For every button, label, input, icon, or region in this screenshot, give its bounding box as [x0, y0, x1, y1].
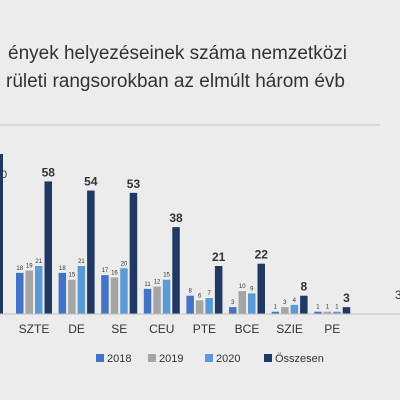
chart-title-line-1: ények helyezéseinek száma nemzetközi — [8, 43, 348, 64]
data-label-szie-2020: 4 — [293, 298, 297, 304]
x-tick-label-szie: SZIE — [276, 322, 303, 336]
data-label-bce-2020: 9 — [250, 286, 254, 292]
data-label-ceu-2018: 11 — [144, 282, 151, 288]
bar-pe-2018 — [314, 311, 322, 314]
bar-ceu-összesen — [172, 227, 180, 314]
legend-swatch-2018 — [96, 354, 104, 362]
bar-se-összesen — [129, 192, 138, 314]
x-tick-label-szte: SZTE — [19, 322, 50, 336]
data-label-se-összesen: 53 — [127, 177, 141, 191]
partial-bar-left-label: 0 — [1, 169, 7, 181]
data-label-szte-2019: 19 — [26, 264, 33, 270]
bar-de-2020 — [77, 266, 86, 314]
data-label-de-2019: 15 — [69, 273, 76, 279]
bar-szte-2019 — [25, 270, 33, 314]
data-label-de-2018: 18 — [59, 266, 66, 272]
chart-legend: 2018 2019 2020 Összesen — [96, 353, 324, 365]
bar-pte-összesen — [214, 266, 223, 314]
bar-bce-összesen — [257, 263, 265, 314]
data-label-ceu-2020: 15 — [163, 273, 170, 279]
data-label-szie-összesen: 8 — [301, 280, 308, 294]
data-label-pte-2018: 8 — [188, 289, 192, 295]
data-label-ceu-összesen: 38 — [169, 211, 183, 225]
legend-swatch-2020 — [205, 354, 213, 362]
bar-szie-összesen — [300, 295, 308, 314]
data-label-szie-2019: 3 — [283, 300, 287, 306]
data-label-pe-összesen: 3 — [343, 291, 350, 305]
data-label-se-2020: 20 — [121, 261, 128, 267]
data-label-pte-összesen: 21 — [212, 250, 226, 264]
data-label-de-2020: 21 — [78, 259, 85, 265]
bar-pte-2019 — [195, 300, 204, 314]
data-label-szte-2020: 21 — [35, 259, 42, 265]
bar-de-2018 — [58, 272, 67, 314]
legend-label-2018: 2018 — [107, 353, 131, 365]
legend-swatch-2019 — [148, 354, 156, 362]
bar-ceu-2018 — [143, 288, 152, 314]
x-tick-label-de: DE — [68, 322, 85, 336]
legend-label-2019: 2019 — [159, 353, 183, 365]
legend-label-összesen: Összesen — [275, 353, 324, 365]
bar-pe-2020 — [333, 311, 341, 314]
bar-bce-2020 — [248, 293, 256, 314]
data-label-se-2018: 17 — [102, 268, 109, 274]
data-label-pte-2020: 7 — [207, 291, 211, 297]
bar-se-2019 — [110, 277, 119, 314]
data-label-szie-2018: 1 — [274, 305, 278, 311]
data-label-bce-2019: 10 — [239, 284, 246, 290]
x-axis-labels: SZTE DE SE CEU PTE BCE SZIE PE — [19, 322, 341, 336]
bar-se-2020 — [120, 268, 128, 314]
bar-szie-2020 — [290, 304, 299, 314]
chart-title-line-2: rületi rangsorokban az elmúlt három évb — [6, 71, 346, 92]
data-label-bce-összesen: 22 — [255, 248, 269, 262]
data-label-de-összesen: 54 — [84, 175, 98, 189]
x-tick-label-se: SE — [111, 322, 127, 336]
x-tick-label-bce: BCE — [235, 322, 260, 336]
bar-szte-2018 — [16, 272, 24, 314]
x-tick-label-ceu: CEU — [149, 322, 174, 336]
bar-bce-2018 — [229, 307, 237, 314]
data-label-se-2019: 16 — [111, 270, 118, 276]
partial-bar-right-label: 3 — [395, 288, 400, 302]
chart-title: ények helyezéseinek száma nemzetközi rül… — [0, 40, 400, 96]
bar-szte-2020 — [35, 266, 43, 314]
data-label-pe-2019: 1 — [326, 305, 330, 311]
legend-swatch-összesen — [264, 354, 272, 362]
x-tick-label-pte: PTE — [193, 322, 216, 336]
x-tick-label-pe: PE — [324, 322, 340, 336]
bar-pte-2020 — [205, 298, 213, 314]
bar-szte-összesen — [44, 181, 52, 314]
bar-pe-2019 — [323, 311, 332, 314]
data-label-szte-összesen: 58 — [42, 165, 56, 179]
bar-ceu-2020 — [162, 279, 171, 314]
legend-label-2020: 2020 — [216, 353, 240, 365]
bar-ceu-2019 — [153, 286, 161, 314]
partial-bar-left — [0, 154, 3, 314]
bar-pe-összesen — [342, 307, 351, 314]
bar-szie-2019 — [281, 307, 289, 314]
bar-de-2019 — [68, 279, 76, 314]
bar-pte-2018 — [186, 295, 194, 314]
data-label-szte-2018: 18 — [16, 266, 23, 272]
data-label-bce-2018: 3 — [231, 300, 235, 306]
data-label-pe-2018: 1 — [316, 305, 320, 311]
bar-de-összesen — [87, 190, 95, 314]
data-label-pe-2020: 1 — [335, 305, 339, 311]
bar-bce-2019 — [238, 291, 246, 314]
bar-se-2018 — [101, 275, 109, 314]
title-divider — [0, 124, 380, 126]
data-label-ceu-2019: 12 — [154, 280, 161, 286]
data-label-pte-2019: 6 — [198, 293, 202, 299]
bar-szie-2018 — [271, 311, 280, 314]
